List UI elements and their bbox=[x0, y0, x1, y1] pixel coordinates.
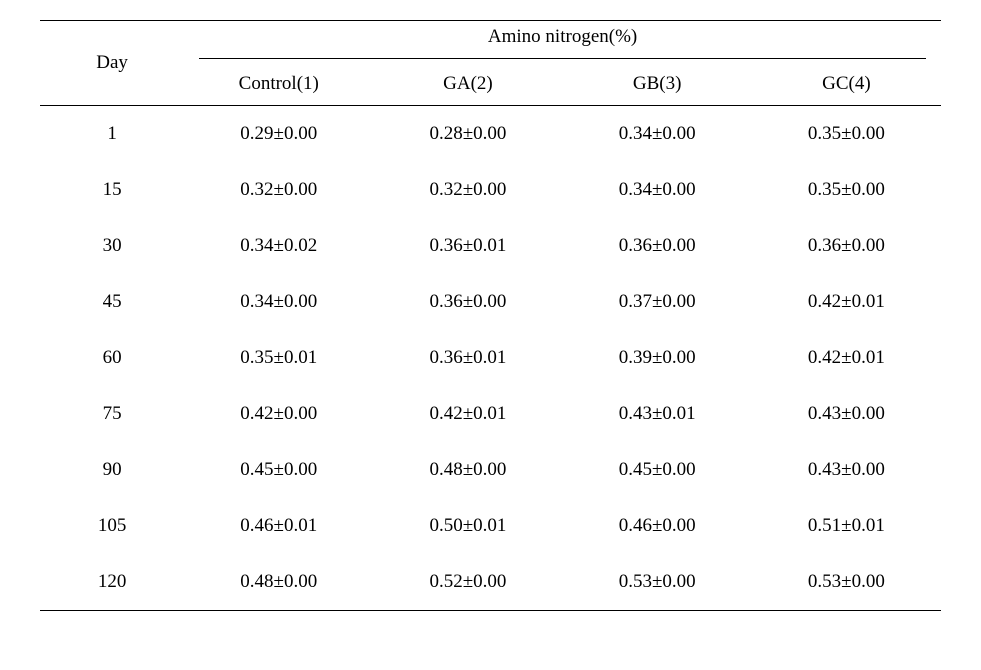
cell-control: 0.32±0.00 bbox=[184, 162, 373, 218]
cell-day: 60 bbox=[40, 330, 184, 386]
cell-gc: 0.43±0.00 bbox=[752, 442, 941, 498]
col-ga: GA(2) bbox=[373, 63, 562, 106]
cell-gc: 0.53±0.00 bbox=[752, 554, 941, 611]
cell-gb: 0.45±0.00 bbox=[563, 442, 752, 498]
cell-gb: 0.37±0.00 bbox=[563, 274, 752, 330]
cell-control: 0.34±0.02 bbox=[184, 218, 373, 274]
cell-ga: 0.52±0.00 bbox=[373, 554, 562, 611]
cell-ga: 0.42±0.01 bbox=[373, 386, 562, 442]
cell-ga: 0.28±0.00 bbox=[373, 106, 562, 163]
cell-day: 30 bbox=[40, 218, 184, 274]
table-row: 105 0.46±0.01 0.50±0.01 0.46±0.00 0.51±0… bbox=[40, 498, 941, 554]
cell-ga: 0.48±0.00 bbox=[373, 442, 562, 498]
cell-day: 120 bbox=[40, 554, 184, 611]
cell-day: 1 bbox=[40, 106, 184, 163]
table-row: 1 0.29±0.00 0.28±0.00 0.34±0.00 0.35±0.0… bbox=[40, 106, 941, 163]
row-header-day: Day bbox=[40, 21, 184, 106]
cell-control: 0.34±0.00 bbox=[184, 274, 373, 330]
cell-control: 0.29±0.00 bbox=[184, 106, 373, 163]
cell-gc: 0.42±0.01 bbox=[752, 330, 941, 386]
cell-control: 0.35±0.01 bbox=[184, 330, 373, 386]
cell-control: 0.45±0.00 bbox=[184, 442, 373, 498]
cell-day: 105 bbox=[40, 498, 184, 554]
cell-gc: 0.51±0.01 bbox=[752, 498, 941, 554]
cell-gb: 0.43±0.01 bbox=[563, 386, 752, 442]
table-row: 60 0.35±0.01 0.36±0.01 0.39±0.00 0.42±0.… bbox=[40, 330, 941, 386]
col-control: Control(1) bbox=[184, 63, 373, 106]
cell-ga: 0.36±0.01 bbox=[373, 330, 562, 386]
col-gb: GB(3) bbox=[563, 63, 752, 106]
table-row: 30 0.34±0.02 0.36±0.01 0.36±0.00 0.36±0.… bbox=[40, 218, 941, 274]
table-row: 120 0.48±0.00 0.52±0.00 0.53±0.00 0.53±0… bbox=[40, 554, 941, 611]
table-row: 75 0.42±0.00 0.42±0.01 0.43±0.01 0.43±0.… bbox=[40, 386, 941, 442]
cell-gb: 0.53±0.00 bbox=[563, 554, 752, 611]
group-header-amino-nitrogen: Amino nitrogen(%) bbox=[184, 21, 941, 64]
cell-gb: 0.34±0.00 bbox=[563, 106, 752, 163]
cell-gc: 0.43±0.00 bbox=[752, 386, 941, 442]
cell-day: 75 bbox=[40, 386, 184, 442]
cell-gc: 0.36±0.00 bbox=[752, 218, 941, 274]
table-row: 45 0.34±0.00 0.36±0.00 0.37±0.00 0.42±0.… bbox=[40, 274, 941, 330]
table-row: 15 0.32±0.00 0.32±0.00 0.34±0.00 0.35±0.… bbox=[40, 162, 941, 218]
amino-nitrogen-table: Day Amino nitrogen(%) Control(1) GA(2) G… bbox=[40, 20, 941, 611]
col-gc: GC(4) bbox=[752, 63, 941, 106]
cell-gb: 0.46±0.00 bbox=[563, 498, 752, 554]
cell-control: 0.42±0.00 bbox=[184, 386, 373, 442]
cell-day: 90 bbox=[40, 442, 184, 498]
cell-gc: 0.35±0.00 bbox=[752, 162, 941, 218]
cell-gc: 0.35±0.00 bbox=[752, 106, 941, 163]
cell-ga: 0.36±0.01 bbox=[373, 218, 562, 274]
cell-ga: 0.36±0.00 bbox=[373, 274, 562, 330]
cell-ga: 0.32±0.00 bbox=[373, 162, 562, 218]
group-header-label: Amino nitrogen(%) bbox=[199, 26, 926, 59]
cell-ga: 0.50±0.01 bbox=[373, 498, 562, 554]
cell-gc: 0.42±0.01 bbox=[752, 274, 941, 330]
cell-control: 0.46±0.01 bbox=[184, 498, 373, 554]
cell-control: 0.48±0.00 bbox=[184, 554, 373, 611]
cell-gb: 0.34±0.00 bbox=[563, 162, 752, 218]
cell-gb: 0.36±0.00 bbox=[563, 218, 752, 274]
table-row: 90 0.45±0.00 0.48±0.00 0.45±0.00 0.43±0.… bbox=[40, 442, 941, 498]
cell-day: 15 bbox=[40, 162, 184, 218]
cell-gb: 0.39±0.00 bbox=[563, 330, 752, 386]
cell-day: 45 bbox=[40, 274, 184, 330]
